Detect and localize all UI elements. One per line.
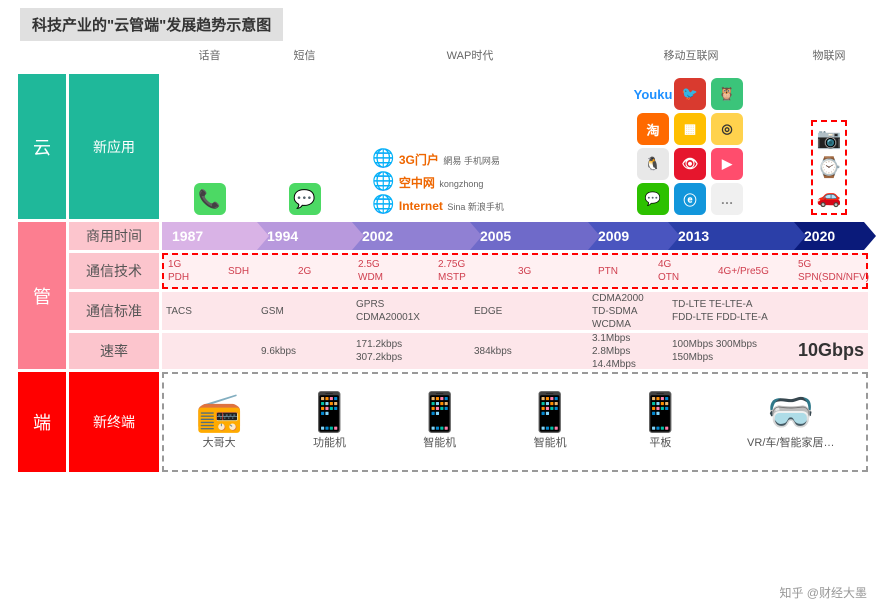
apps-area: 📞 💬 🌐 3G门户 網易 手机网易🌐 空中网 kongzhong🌐 Inter… [162, 74, 868, 219]
mobile-app-icon: 💬 [637, 183, 669, 215]
device-icon: 🥽 [767, 394, 814, 432]
wap-app-item: 🌐 Internet Sina 新浪手机 [372, 194, 504, 215]
device-icon: 📱 [637, 394, 684, 432]
mobile-app-icon: 🦉 [711, 78, 743, 110]
wap-apps-col: 🌐 3G门户 網易 手机网易🌐 空中网 kongzhong🌐 Internet … [352, 148, 588, 219]
mobile-app-icon: 🐧 [637, 148, 669, 180]
tech-row-cell: 1G PDH [164, 256, 224, 286]
device-label: VR/车/智能家居… [747, 434, 834, 450]
device-label: 智能机 [423, 434, 456, 450]
page-title: 科技产业的"云管端"发展趋势示意图 [20, 8, 283, 41]
tech-row-cell: SDH [224, 263, 294, 280]
mobile-app-icon: ▦ [674, 113, 706, 145]
tech-row-cell: 3G [514, 263, 594, 280]
label-terminal: 新终端 [69, 372, 159, 472]
timeline-arrow: 2002 [352, 222, 470, 250]
main-grid: 话音短信WAP时代移动互联网物联网 云 管 端 新应用 商用时间 通信技术 通信… [0, 41, 885, 480]
tech-row-cell: 4G+/Pre5G [714, 263, 794, 280]
era-label: 物联网 [794, 47, 864, 71]
iot-icon: 🚗 [817, 184, 842, 209]
timeline-arrow: 2009 [588, 222, 668, 250]
label-std: 通信标准 [69, 292, 159, 330]
device-label: 大哥大 [203, 434, 236, 450]
label-rate: 速率 [69, 333, 159, 369]
device-item: 📻 大哥大 [195, 394, 242, 450]
label-apps: 新应用 [69, 74, 159, 219]
mobile-app-icon: … [711, 183, 743, 215]
mobile-app-icon: 🐦 [674, 78, 706, 110]
rate-row-cell: 171.2kbps 307.2kbps [352, 336, 470, 366]
rate-row-cell: 100Mbps 300Mbps 150Mbps [668, 336, 794, 366]
mobile-app-icon: 👁 [674, 148, 706, 180]
std-row-cell: CDMA2000 TD-SDMA WCDMA [588, 290, 668, 333]
device-item: 📱 平板 [637, 394, 684, 450]
device-item: 📱 智能机 [526, 394, 573, 450]
std-row-cell [794, 309, 864, 313]
era-header-row: 话音短信WAP时代移动互联网物联网 [162, 47, 868, 71]
label-year: 商用时间 [69, 222, 159, 250]
category-pipe: 管 [18, 222, 66, 369]
rate-row-cell: 10Gbps [794, 337, 864, 364]
tech-row-cell: 4G OTN [654, 256, 714, 286]
rate-row-cell: 384kbps [470, 343, 588, 360]
era-label: 话音 [162, 47, 257, 71]
tech-row-cell: PTN [594, 263, 654, 280]
wap-app-item: 🌐 3G门户 網易 手机网易 [372, 148, 500, 169]
voice-app-icon: 📞 [194, 183, 226, 215]
timeline-arrow: 2005 [470, 222, 588, 250]
device-icon: 📱 [306, 394, 353, 432]
rate-row-cell [162, 349, 257, 353]
era-label: 移动互联网 [588, 47, 794, 71]
category-terminal: 端 [18, 372, 66, 472]
std-row-cell: TACS [162, 303, 257, 320]
mobile-app-icon: ◎ [711, 113, 743, 145]
timeline-arrow: 2013 [668, 222, 794, 250]
mobile-app-icon: 淘 [637, 113, 669, 145]
iot-icon: 📷 [817, 126, 842, 151]
device-icon: 📻 [195, 394, 242, 432]
iot-apps-col: 📷 ⌚ 🚗 [811, 120, 848, 215]
iot-icon: ⌚ [817, 155, 842, 180]
rate-row: 9.6kbps171.2kbps 307.2kbps384kbps3.1Mbps… [162, 333, 868, 369]
device-item: 📱 智能机 [416, 394, 463, 450]
wap-app-item: 🌐 空中网 kongzhong [372, 171, 483, 192]
mobile-app-icon: ▶ [711, 148, 743, 180]
device-item: 🥽 VR/车/智能家居… [747, 394, 834, 450]
tech-row: 1G PDHSDH2G2.5G WDM2.75G MSTP3GPTN4G OTN… [162, 253, 868, 289]
timeline-arrow: 1987 [162, 222, 257, 250]
standard-row: TACSGSMGPRS CDMA20001XEDGECDMA2000 TD-SD… [162, 292, 868, 330]
watermark: 知乎 @财经大墨 [779, 584, 867, 601]
mobile-apps-grid: Youku🐦🦉 淘▦◎ 🐧👁▶ 💬ⓔ… [637, 78, 745, 215]
rate-row-cell: 3.1Mbps 2.8Mbps 14.4Mbps [588, 330, 668, 373]
device-item: 📱 功能机 [306, 394, 353, 450]
mobile-app-icon: Youku [637, 78, 669, 110]
device-label: 智能机 [534, 434, 567, 450]
terminals-row: 📻 大哥大 📱 功能机 📱 智能机 📱 智能机 📱 平板 🥽 VR/车/智能家居… [162, 372, 868, 472]
std-row-cell: GPRS CDMA20001X [352, 296, 470, 326]
mobile-app-icon: ⓔ [674, 183, 706, 215]
std-row-cell: TD-LTE TE-LTE-A FDD-LTE FDD-LTE-A [668, 296, 794, 326]
timeline-row: 1987199420022005200920132020 [162, 222, 868, 250]
sms-app-icon: 💬 [289, 183, 321, 215]
device-icon: 📱 [416, 394, 463, 432]
tech-row-cell: 2.75G MSTP [434, 256, 514, 286]
era-label: WAP时代 [352, 47, 588, 71]
era-label: 短信 [257, 47, 352, 71]
timeline-arrow: 1994 [257, 222, 352, 250]
category-cloud: 云 [18, 74, 66, 219]
label-tech: 通信技术 [69, 253, 159, 289]
device-label: 功能机 [313, 434, 346, 450]
tech-row-cell: 2.5G WDM [354, 256, 434, 286]
tech-row-cell: 2G [294, 263, 354, 280]
device-label: 平板 [649, 434, 671, 450]
device-icon: 📱 [526, 394, 573, 432]
tech-row-cell: 5G SPN(SDN/NFV) [794, 256, 866, 286]
rate-row-cell: 9.6kbps [257, 343, 352, 360]
std-row-cell: EDGE [470, 303, 588, 320]
std-row-cell: GSM [257, 303, 352, 320]
